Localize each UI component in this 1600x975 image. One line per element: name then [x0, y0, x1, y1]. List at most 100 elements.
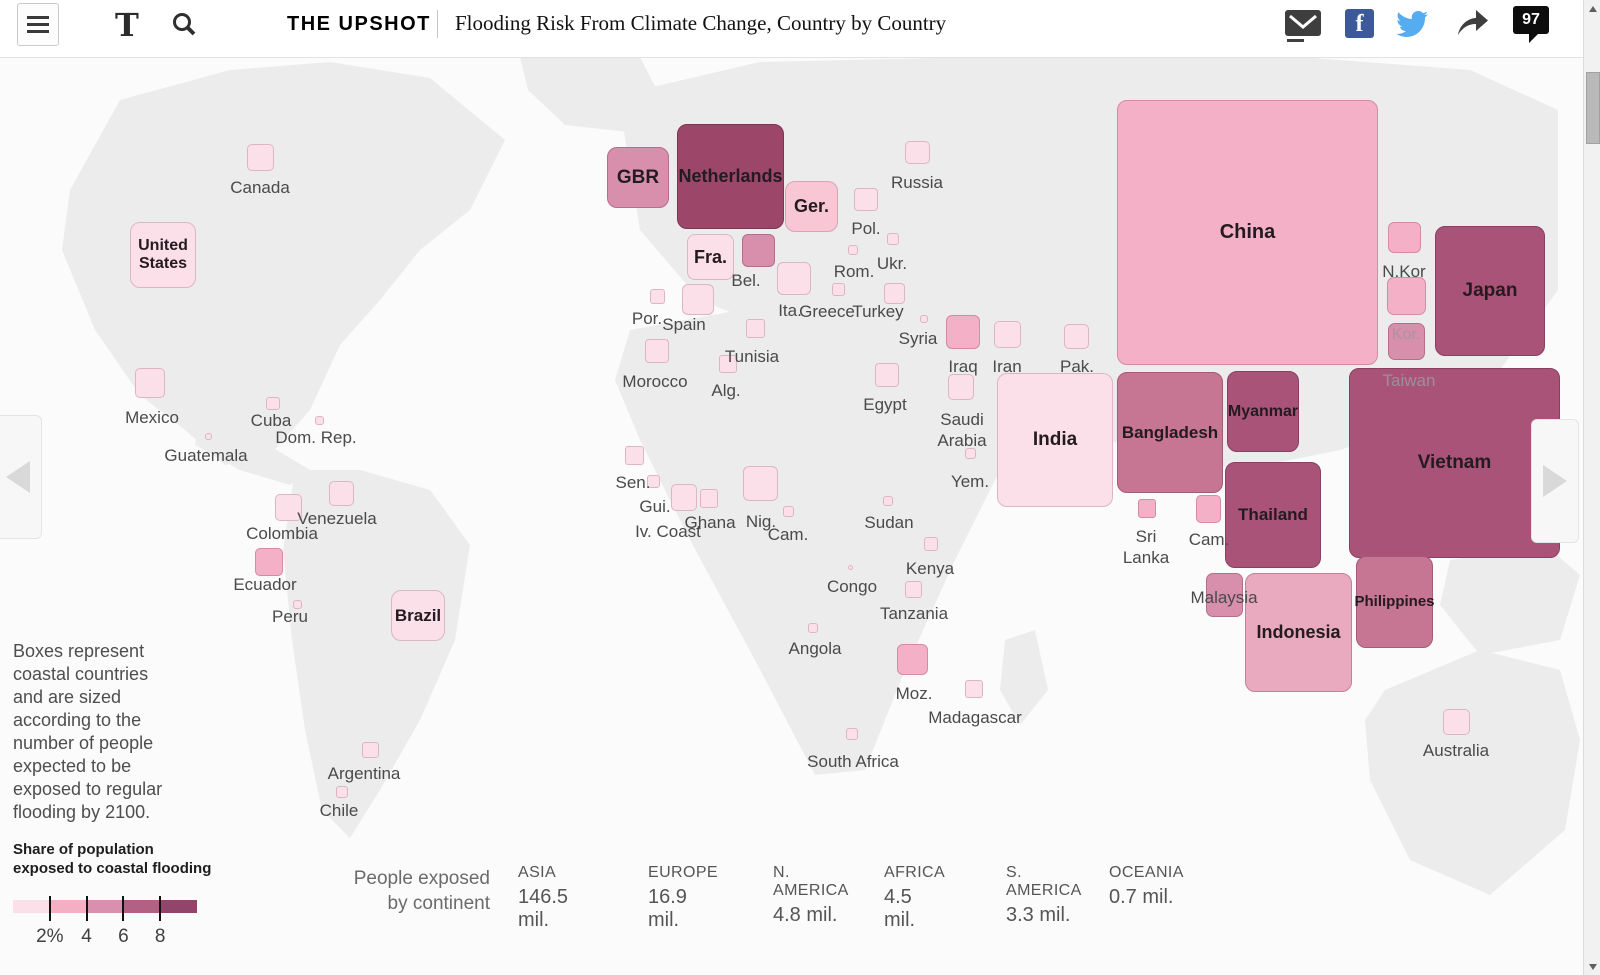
country-label-indonesia: Indonesia [1256, 622, 1341, 643]
country-box-nigeria[interactable] [743, 466, 778, 501]
country-box-guatemala[interactable] [205, 433, 212, 440]
country-box-italy[interactable] [777, 262, 811, 295]
country-box-canada[interactable] [247, 144, 274, 171]
search-button[interactable] [170, 11, 198, 39]
country-box-myanmar[interactable]: Myanmar [1227, 371, 1299, 452]
country-box-thailand[interactable]: Thailand [1225, 462, 1321, 568]
country-box-argentina[interactable] [362, 742, 379, 758]
legend-tick-label-8: 8 [154, 926, 166, 947]
country-box-cameroon[interactable] [783, 506, 794, 517]
country-box-turkey[interactable] [884, 283, 905, 304]
country-box-venezuela[interactable] [329, 481, 354, 506]
country-box-south-korea-lower[interactable] [1388, 323, 1425, 360]
email-share-button[interactable] [1285, 10, 1321, 41]
upshot-brand-link[interactable]: THE UPSHOT [287, 13, 431, 35]
country-box-ivory-coast[interactable] [700, 489, 718, 508]
country-box-vietnam[interactable]: Vietnam [1349, 368, 1560, 558]
country-box-guinea[interactable] [647, 475, 660, 488]
country-box-indonesia[interactable]: Indonesia [1245, 573, 1352, 692]
country-box-japan[interactable]: Japan [1435, 226, 1545, 356]
country-box-china[interactable]: China [1117, 100, 1378, 365]
country-box-belgium[interactable] [742, 234, 775, 267]
country-box-tunisia[interactable] [746, 319, 765, 338]
stat-continent-value: 16.9 mil. [648, 886, 687, 931]
nyt-logo[interactable]: T [115, 6, 139, 44]
country-box-chile[interactable] [336, 786, 348, 798]
country-box-brazil[interactable]: Brazil [391, 590, 445, 641]
country-box-netherlands[interactable]: Netherlands [677, 124, 784, 229]
country-box-south-africa[interactable] [846, 728, 858, 740]
search-icon [173, 13, 196, 36]
scroll-down-icon [1588, 963, 1597, 970]
page-title: Flooding Risk From Climate Change, Count… [455, 11, 947, 35]
legend-color-bar: 2% 4 6 8 [13, 896, 197, 947]
country-box-united-states[interactable]: United States [130, 222, 196, 288]
country-box-morocco[interactable] [645, 339, 669, 363]
country-box-pakistan[interactable] [1064, 324, 1089, 349]
stat-continent-name: OCEANIA [1109, 864, 1184, 881]
country-box-philippines[interactable]: Philippines [1355, 556, 1435, 648]
country-box-malaysia[interactable] [1206, 573, 1243, 617]
country-box-south-korea-upper[interactable] [1387, 277, 1426, 315]
country-box-peru[interactable] [293, 600, 302, 609]
share-button[interactable] [1454, 8, 1489, 42]
country-box-iraq[interactable] [946, 315, 980, 349]
country-box-iran[interactable] [994, 321, 1021, 348]
country-box-bangladesh[interactable]: Bangladesh [1117, 372, 1223, 493]
menu-button[interactable] [17, 3, 59, 46]
comments-count-button[interactable]: 97 [1513, 6, 1549, 43]
chevron-left-icon [6, 461, 30, 493]
country-label-japan: Japan [1462, 280, 1518, 302]
country-box-senegal[interactable] [625, 446, 644, 465]
country-box-portugal[interactable] [650, 289, 665, 304]
country-box-spain[interactable] [682, 284, 714, 315]
country-box-north-korea[interactable] [1388, 222, 1421, 253]
country-box-mexico[interactable] [135, 368, 165, 398]
country-box-france[interactable]: Fra. [687, 234, 734, 280]
country-box-gbr[interactable]: GBR [607, 147, 669, 208]
country-box-mozambique[interactable] [897, 644, 928, 675]
country-box-india[interactable]: India [997, 373, 1113, 507]
scrollbar-thumb[interactable] [1586, 72, 1600, 144]
twitter-share-button[interactable] [1396, 11, 1429, 42]
legend-segment-1 [13, 900, 50, 913]
country-box-egypt[interactable] [875, 363, 899, 387]
country-box-ecuador[interactable] [255, 548, 283, 576]
country-box-tanzania[interactable] [905, 581, 922, 598]
country-box-dominican-republic[interactable] [315, 416, 324, 425]
carousel-right-button[interactable] [1531, 419, 1579, 543]
country-label-germany: Ger. [793, 196, 830, 217]
country-box-greece[interactable] [832, 283, 845, 296]
country-box-australia[interactable] [1443, 709, 1470, 735]
country-box-madagascar[interactable] [965, 680, 983, 698]
country-box-germany[interactable]: Ger. [785, 181, 838, 232]
country-box-angola[interactable] [808, 623, 818, 633]
country-box-syria[interactable] [920, 315, 928, 323]
legend-title-line2: exposed to coastal flooding [13, 860, 212, 877]
country-box-romania[interactable] [848, 245, 858, 255]
country-box-sudan[interactable] [883, 496, 893, 506]
country-box-sri-lanka[interactable] [1138, 499, 1156, 518]
country-box-cuba[interactable] [266, 397, 280, 410]
stat-continent-value: 146.5 mil. [518, 886, 569, 931]
carousel-left-button[interactable] [0, 415, 42, 539]
country-box-saudi-arabia[interactable] [948, 374, 974, 400]
facebook-share-button[interactable]: f [1345, 9, 1374, 38]
country-box-ukraine[interactable] [887, 233, 899, 245]
country-box-poland[interactable] [854, 188, 878, 211]
country-box-yemen[interactable] [965, 448, 976, 459]
country-box-congo[interactable] [848, 565, 853, 570]
country-label-netherlands: Netherlands [678, 166, 783, 187]
country-label-bangladesh: Bangladesh [1121, 422, 1219, 442]
country-label-india: India [1032, 429, 1078, 451]
caption-line1: People exposed [353, 868, 490, 889]
scrollbar-up-button[interactable] [1584, 0, 1600, 17]
country-box-cambodia[interactable] [1196, 495, 1221, 523]
country-box-ghana[interactable] [671, 484, 697, 511]
vertical-scrollbar[interactable] [1583, 0, 1600, 975]
country-box-algeria[interactable] [719, 355, 737, 373]
country-box-kenya[interactable] [924, 537, 938, 551]
country-box-colombia[interactable] [275, 494, 302, 521]
scrollbar-down-button[interactable] [1584, 958, 1600, 975]
country-box-russia[interactable] [905, 141, 930, 164]
